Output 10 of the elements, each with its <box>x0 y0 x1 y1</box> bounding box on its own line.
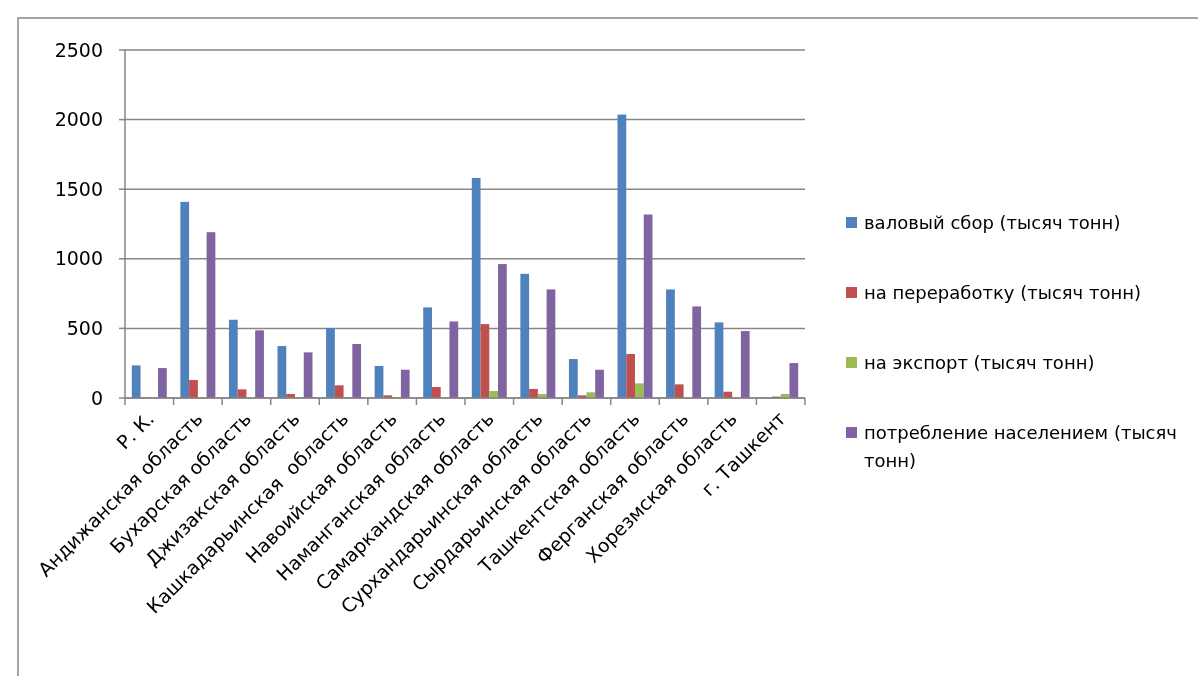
y-tick-label: 2500 <box>54 38 103 61</box>
y-tick-label: 1500 <box>54 177 103 200</box>
y-tick-label: 1000 <box>54 247 103 270</box>
legend-label: на экспорт (тысяч тонн) <box>864 352 1095 374</box>
legend-label: на переработку (тысяч тонн) <box>864 282 1142 304</box>
legend-label: потребление населением (тысяч тонн) <box>864 422 1177 472</box>
legend-label: валовый сбор (тысяч тонн) <box>864 212 1121 234</box>
y-tick-label: 2000 <box>54 108 103 131</box>
y-tick-label: 500 <box>66 317 103 340</box>
y-tick-label: 0 <box>90 386 103 409</box>
